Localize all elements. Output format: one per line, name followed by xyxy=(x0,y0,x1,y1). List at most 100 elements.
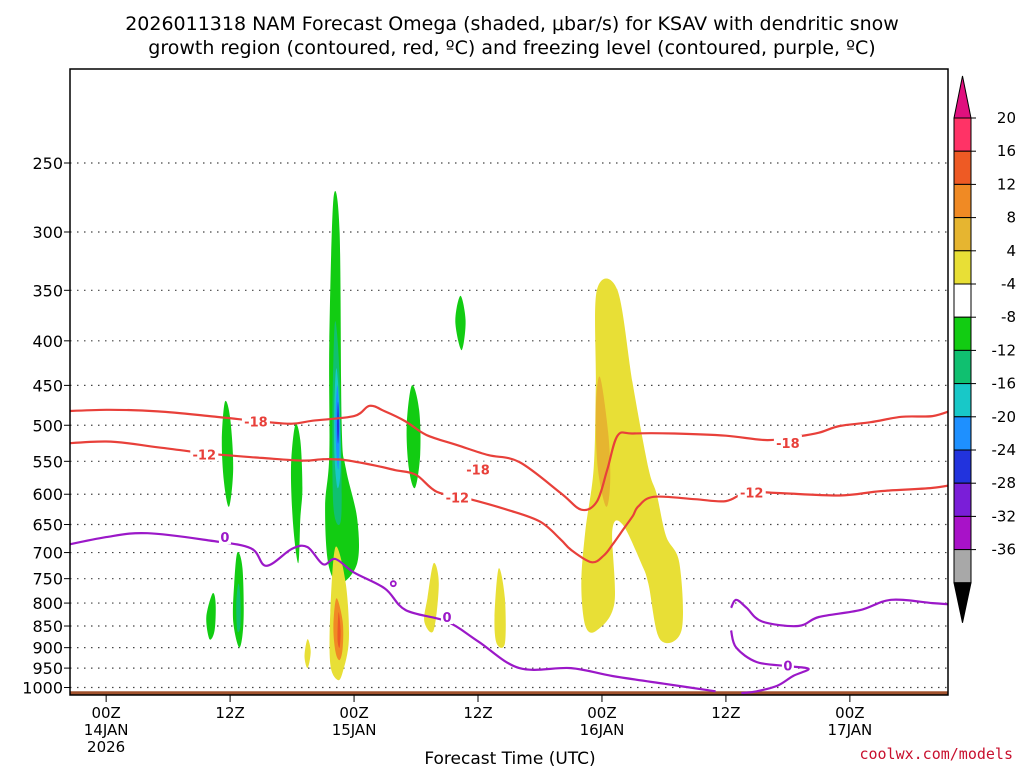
omega-green-blob-right xyxy=(406,385,421,489)
y-tick-label-800: 800 xyxy=(32,594,63,613)
x-tick-label-48-1: 16JAN xyxy=(580,721,625,739)
contour-minus18-label-0: -18 xyxy=(244,415,268,430)
colorbar-bin-2 xyxy=(953,183,972,219)
colorbar-label-4: 4 xyxy=(1006,242,1016,260)
y-tick-label-400: 400 xyxy=(32,332,63,351)
x-tick-label-0-1: 14JAN xyxy=(84,721,129,739)
omega-yellow-mid-spike xyxy=(424,562,439,633)
colorbar-bin-9 xyxy=(953,416,972,451)
y-tick-label-1000: 1000 xyxy=(22,679,63,698)
grid-lines xyxy=(70,162,948,689)
colorbar-label-13: -36 xyxy=(992,541,1017,559)
colorbar-label-12: -32 xyxy=(992,507,1017,525)
freezing-level-label-2: 0 xyxy=(783,659,792,674)
freezing-level-line-1 xyxy=(70,531,716,693)
chart-title-line-2: growth region (contoured, red, ºC) and f… xyxy=(148,37,875,59)
freezing-level-label-0: 0 xyxy=(220,531,229,546)
contour-minus12-line xyxy=(70,440,948,564)
y-tick-label-300: 300 xyxy=(32,223,63,242)
colorbar-label-2: 12 xyxy=(997,175,1016,193)
plot-frame xyxy=(69,68,949,696)
y-tick-label-350: 350 xyxy=(32,281,63,300)
colorbar-label-11: -28 xyxy=(992,474,1017,492)
x-tick-label-60-0: 12Z xyxy=(711,704,740,722)
colorbar-bin-10 xyxy=(953,449,972,484)
x-tick-label-72-0: 00Z xyxy=(835,704,864,722)
colorbar-bin-6 xyxy=(953,316,972,351)
x-axis-label: Forecast Time (UTC) xyxy=(424,749,595,768)
contour-minus18-label-2: -18 xyxy=(776,437,800,452)
x-tick-label-48-0: 00Z xyxy=(587,704,616,722)
colorbar-label-10: -24 xyxy=(992,441,1017,459)
omega-teal-lower-mid xyxy=(236,583,241,633)
omega-shading xyxy=(206,191,684,681)
colorbar-bin-4 xyxy=(953,250,972,285)
freezing-level-label-1: 0 xyxy=(443,611,452,626)
contour-minus12-label-2-bg xyxy=(737,484,766,500)
colorbar-bin-5 xyxy=(953,283,972,318)
colorbar-bin-7 xyxy=(953,349,972,385)
terrain-fill xyxy=(70,691,948,695)
contour-minus18-label-1-bg xyxy=(464,461,493,477)
colorbar-label-9: -20 xyxy=(992,408,1017,426)
omega-red-core-main xyxy=(337,612,341,648)
colorbar-bin-11 xyxy=(953,482,972,517)
x-tick-label-72-1: 17JAN xyxy=(828,721,873,739)
contour-minus18-label-1: -18 xyxy=(466,463,490,478)
y-tick-label-250: 250 xyxy=(32,154,63,173)
colorbar-label-0: 20 xyxy=(997,109,1016,127)
colorbar-label-5: -4 xyxy=(1001,275,1016,293)
freezing-level-label-1-bg xyxy=(441,609,454,625)
colorbar: 20 16 12 8 4 -4 -8 -12 -16 -20 -24 -28 -32 -36 xyxy=(953,75,1017,623)
y-axis: 250 300 350 400 450 500 550 600 650 700 750 800 850 9… xyxy=(22,154,70,698)
omega-yellow-large-right xyxy=(581,278,684,644)
y-tick-label-900: 900 xyxy=(32,639,63,658)
contour-minus12-label-1: -12 xyxy=(446,491,470,506)
y-tick-label-850: 850 xyxy=(32,617,63,636)
contour-minus12-label-0: -12 xyxy=(193,448,217,463)
omega-yellow-narrow-spike xyxy=(494,568,506,648)
y-tick-label-450: 450 xyxy=(32,376,63,395)
x-tick-label-36-0: 12Z xyxy=(463,704,492,722)
colorbar-label-1: 16 xyxy=(997,142,1016,160)
terrain xyxy=(70,691,948,695)
x-tick-label-0-0: 00Z xyxy=(91,704,120,722)
freezing-level-label-2-bg xyxy=(781,657,794,673)
x-tick-label-24-0: 00Z xyxy=(339,704,368,722)
contour-minus12-label-2: -12 xyxy=(740,486,764,501)
y-tick-label-600: 600 xyxy=(32,485,63,504)
y-tick-label-950: 950 xyxy=(32,659,63,678)
colorbar-bin-0 xyxy=(953,117,972,152)
colorbar-label-6: -8 xyxy=(1001,308,1016,326)
contour-lines: -12 -12 -12 -18 -18 -18 0 0 0 xyxy=(70,404,948,695)
contour-minus12-label-0-bg xyxy=(190,446,219,462)
freezing-level-label-0-bg xyxy=(218,529,231,545)
x-tick-label-12-0: 12Z xyxy=(215,704,244,722)
y-tick-label-750: 750 xyxy=(32,570,63,589)
colorbar-bin-8 xyxy=(953,383,972,418)
contour-minus18-line xyxy=(70,404,948,512)
colorbar-over-triangle xyxy=(953,75,972,119)
freezing-level-line-3 xyxy=(730,630,810,695)
omega-green-column-mid xyxy=(290,424,303,564)
colorbar-bin-13 xyxy=(953,549,972,584)
omega-green-column-left xyxy=(221,400,234,507)
colorbar-bin-1 xyxy=(953,150,972,185)
plot-area: -12 -12 -12 -18 -18 -18 0 0 0 xyxy=(70,162,948,695)
colorbar-label-7: -12 xyxy=(992,341,1017,359)
contour-minus18-label-2-bg xyxy=(773,434,802,450)
freezing-level-line-2 xyxy=(730,598,948,628)
y-tick-label-500: 500 xyxy=(32,416,63,435)
contour-minus12-label-1-bg xyxy=(443,489,472,505)
colorbar-label-3: 8 xyxy=(1006,209,1016,227)
freezing-level-dot xyxy=(389,580,397,588)
omega-green-blob-upper xyxy=(455,295,466,351)
y-tick-label-650: 650 xyxy=(32,516,63,535)
credit-text: coolwx.com/models xyxy=(859,745,1013,763)
omega-green-column-main xyxy=(325,191,360,584)
omega-darkblue-core xyxy=(337,401,340,444)
omega-green-lower-left xyxy=(206,592,216,640)
x-tick-label-0-2: 2026 xyxy=(87,738,125,756)
